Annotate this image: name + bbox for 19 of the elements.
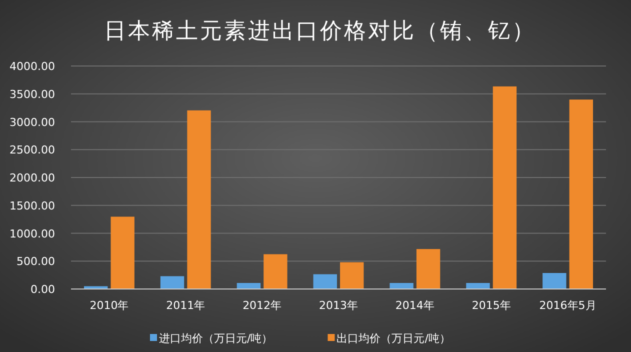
x-tick-label: 2014年 [395,299,434,312]
y-tick-label: 3500.00 [10,88,55,101]
y-tick-label: 1000.00 [10,227,55,240]
y-tick-label: 4000.00 [10,60,55,73]
y-tick-label: 500.00 [16,255,55,268]
chart-title: 日本稀土元素进出口价格对比（铕、钇） [104,19,536,44]
y-tick-label: 2000.00 [10,172,55,184]
x-tick-label: 2013年 [319,299,358,312]
y-tick-label: 1500.00 [10,199,55,212]
y-tick-label: 0.00 [30,283,55,296]
y-tick-label: 2500.00 [10,144,55,157]
x-tick-label: 2016年5月 [539,299,596,312]
legend-label: 出口均价（万日元/吨） [336,332,450,345]
x-tick-label: 2012年 [242,299,282,312]
legend-label: 进口均价（万日元/吨） [159,332,273,345]
x-tick-label: 2015年 [472,299,511,312]
x-tick-label: 2010年 [90,299,129,312]
y-tick-label: 3000.00 [10,116,55,129]
x-tick-label: 2011年 [166,299,206,312]
